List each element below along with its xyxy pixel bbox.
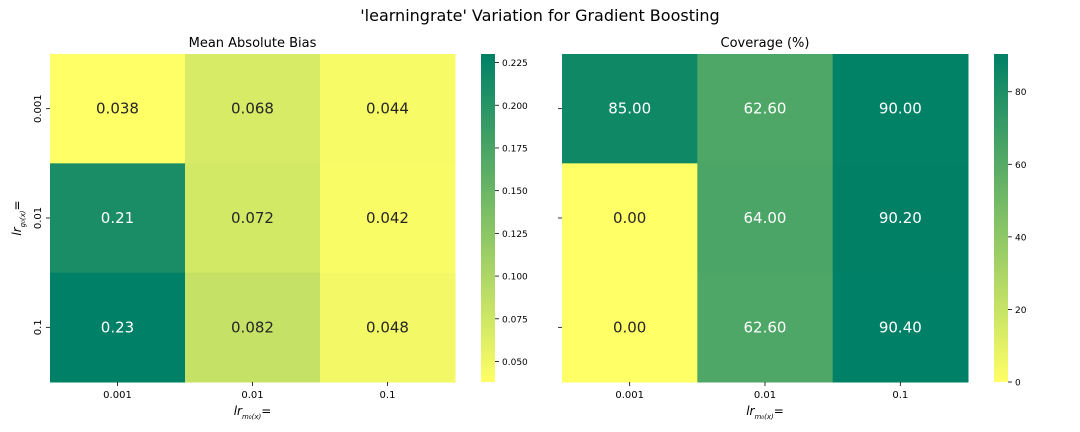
- cell-value-label: 0.00: [613, 209, 646, 227]
- colorbar-tick-label: 0.050: [502, 358, 528, 368]
- x-tick-label: 0.01: [754, 390, 776, 401]
- heatmap-cell: [832, 54, 969, 164]
- cell-value-label: 90.40: [879, 318, 922, 336]
- y-axis-label: lrg₀(x)=: [10, 200, 27, 235]
- panel-title: Coverage (%): [721, 36, 810, 51]
- colorbar-tick-label: 0.100: [502, 273, 528, 283]
- cell-value-label: 85.00: [608, 100, 651, 118]
- cell-value-label: 0.042: [366, 209, 409, 227]
- colorbar-tick-label: 80: [1015, 88, 1027, 98]
- heatmap-cell: [832, 272, 969, 383]
- panel-title: Mean Absolute Bias: [189, 36, 317, 51]
- x-tick-label: 0.1: [380, 390, 396, 401]
- heatmap-cell: [320, 163, 456, 274]
- cell-value-label: 0.068: [231, 100, 274, 118]
- heatmap-panel-1: Mean Absolute Bias 0.038 0.068 0.044 0.21 0.0…: [10, 36, 528, 421]
- colorbar-tick-label: 0.175: [502, 144, 528, 154]
- cell-value-label: 62.60: [744, 318, 787, 336]
- heatmaps: Mean Absolute Bias 0.038 0.068 0.044 0.21 0.0…: [10, 36, 1027, 421]
- cell-value-label: 64.00: [744, 209, 787, 227]
- colorbar: [481, 54, 495, 382]
- cell-value-label: 0.072: [231, 209, 274, 227]
- colorbar-tick-label: 0.150: [502, 187, 528, 197]
- colorbar-tick-label: 0.225: [502, 59, 528, 69]
- y-tick-label: 0.001: [33, 94, 44, 123]
- colorbar-tick-label: 0: [1015, 379, 1021, 389]
- heatmap-cell: [697, 163, 834, 274]
- cell-value-label: 0.082: [231, 318, 274, 336]
- y-tick-label: 0.1: [33, 319, 44, 335]
- cell-value-label: 62.60: [744, 100, 787, 118]
- cell-value-label: 0.23: [101, 318, 134, 336]
- heatmap-cell: [562, 272, 698, 383]
- heatmap-cell: [185, 54, 321, 164]
- cell-value-label: 0.044: [366, 100, 409, 118]
- colorbar-tick-label: 0.125: [502, 230, 528, 240]
- colorbar-tick-label: 40: [1015, 233, 1027, 243]
- colorbar-tick-label: 60: [1015, 161, 1027, 171]
- cell-value-label: 0.21: [101, 209, 134, 227]
- heatmap-cell: [50, 272, 186, 383]
- heatmap-cell: [562, 163, 698, 274]
- x-tick-label: 0.001: [615, 390, 644, 401]
- heatmap-cell: [185, 163, 321, 274]
- cell-value-label: 0.00: [613, 318, 646, 336]
- figure-title: 'learningrate' Variation for Gradient Bo…: [360, 6, 719, 25]
- heatmap-cell: [832, 163, 969, 274]
- cell-value-label: 0.038: [96, 100, 139, 118]
- heatmap-cell: [320, 54, 456, 164]
- heatmap-panel-2: Coverage (%) 85.00 62.60 90.00 0.00 64.00 90.2…: [558, 36, 1027, 421]
- x-tick-label: 0.001: [103, 390, 132, 401]
- heatmap-cell: [562, 54, 698, 164]
- cell-value-label: 90.20: [879, 209, 922, 227]
- cell-value-label: 0.048: [366, 318, 409, 336]
- heatmap-cell: [185, 272, 321, 383]
- heatmap-cell: [50, 54, 186, 164]
- colorbar-tick-label: 20: [1015, 306, 1027, 316]
- heatmap-cell: [320, 272, 456, 383]
- x-axis-label: lrm₀(x)=: [746, 404, 784, 421]
- cell-value-label: 90.00: [879, 100, 922, 118]
- x-axis-label: lrm₀(x)=: [234, 404, 272, 421]
- colorbar-tick-label: 0.075: [502, 315, 528, 325]
- colorbar-tick-label: 0.200: [502, 102, 528, 112]
- colorbar: [994, 54, 1008, 382]
- heatmap-cell: [697, 54, 834, 164]
- y-tick-label: 0.01: [33, 207, 44, 229]
- x-tick-label: 0.1: [892, 390, 908, 401]
- x-tick-label: 0.01: [241, 390, 263, 401]
- heatmap-cell: [50, 163, 186, 274]
- heatmap-cell: [697, 272, 834, 383]
